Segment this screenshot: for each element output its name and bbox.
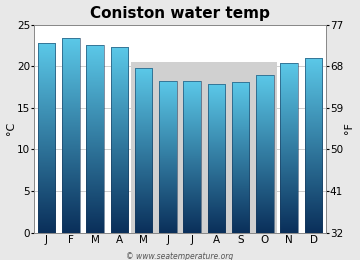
Bar [232,82,249,232]
Bar [305,58,322,232]
Bar [38,43,55,232]
Bar [280,63,298,232]
Bar [256,75,274,232]
Title: Coniston water temp: Coniston water temp [90,5,270,21]
Bar [131,62,277,232]
Y-axis label: °F: °F [345,123,355,134]
Bar [159,81,177,232]
Text: © www.seatemperature.org: © www.seatemperature.org [126,252,234,260]
Bar [62,38,80,232]
Bar [208,84,225,232]
Bar [183,81,201,232]
Bar [135,68,152,232]
Y-axis label: °C: °C [5,122,15,135]
Bar [86,45,104,232]
Bar [111,47,128,232]
